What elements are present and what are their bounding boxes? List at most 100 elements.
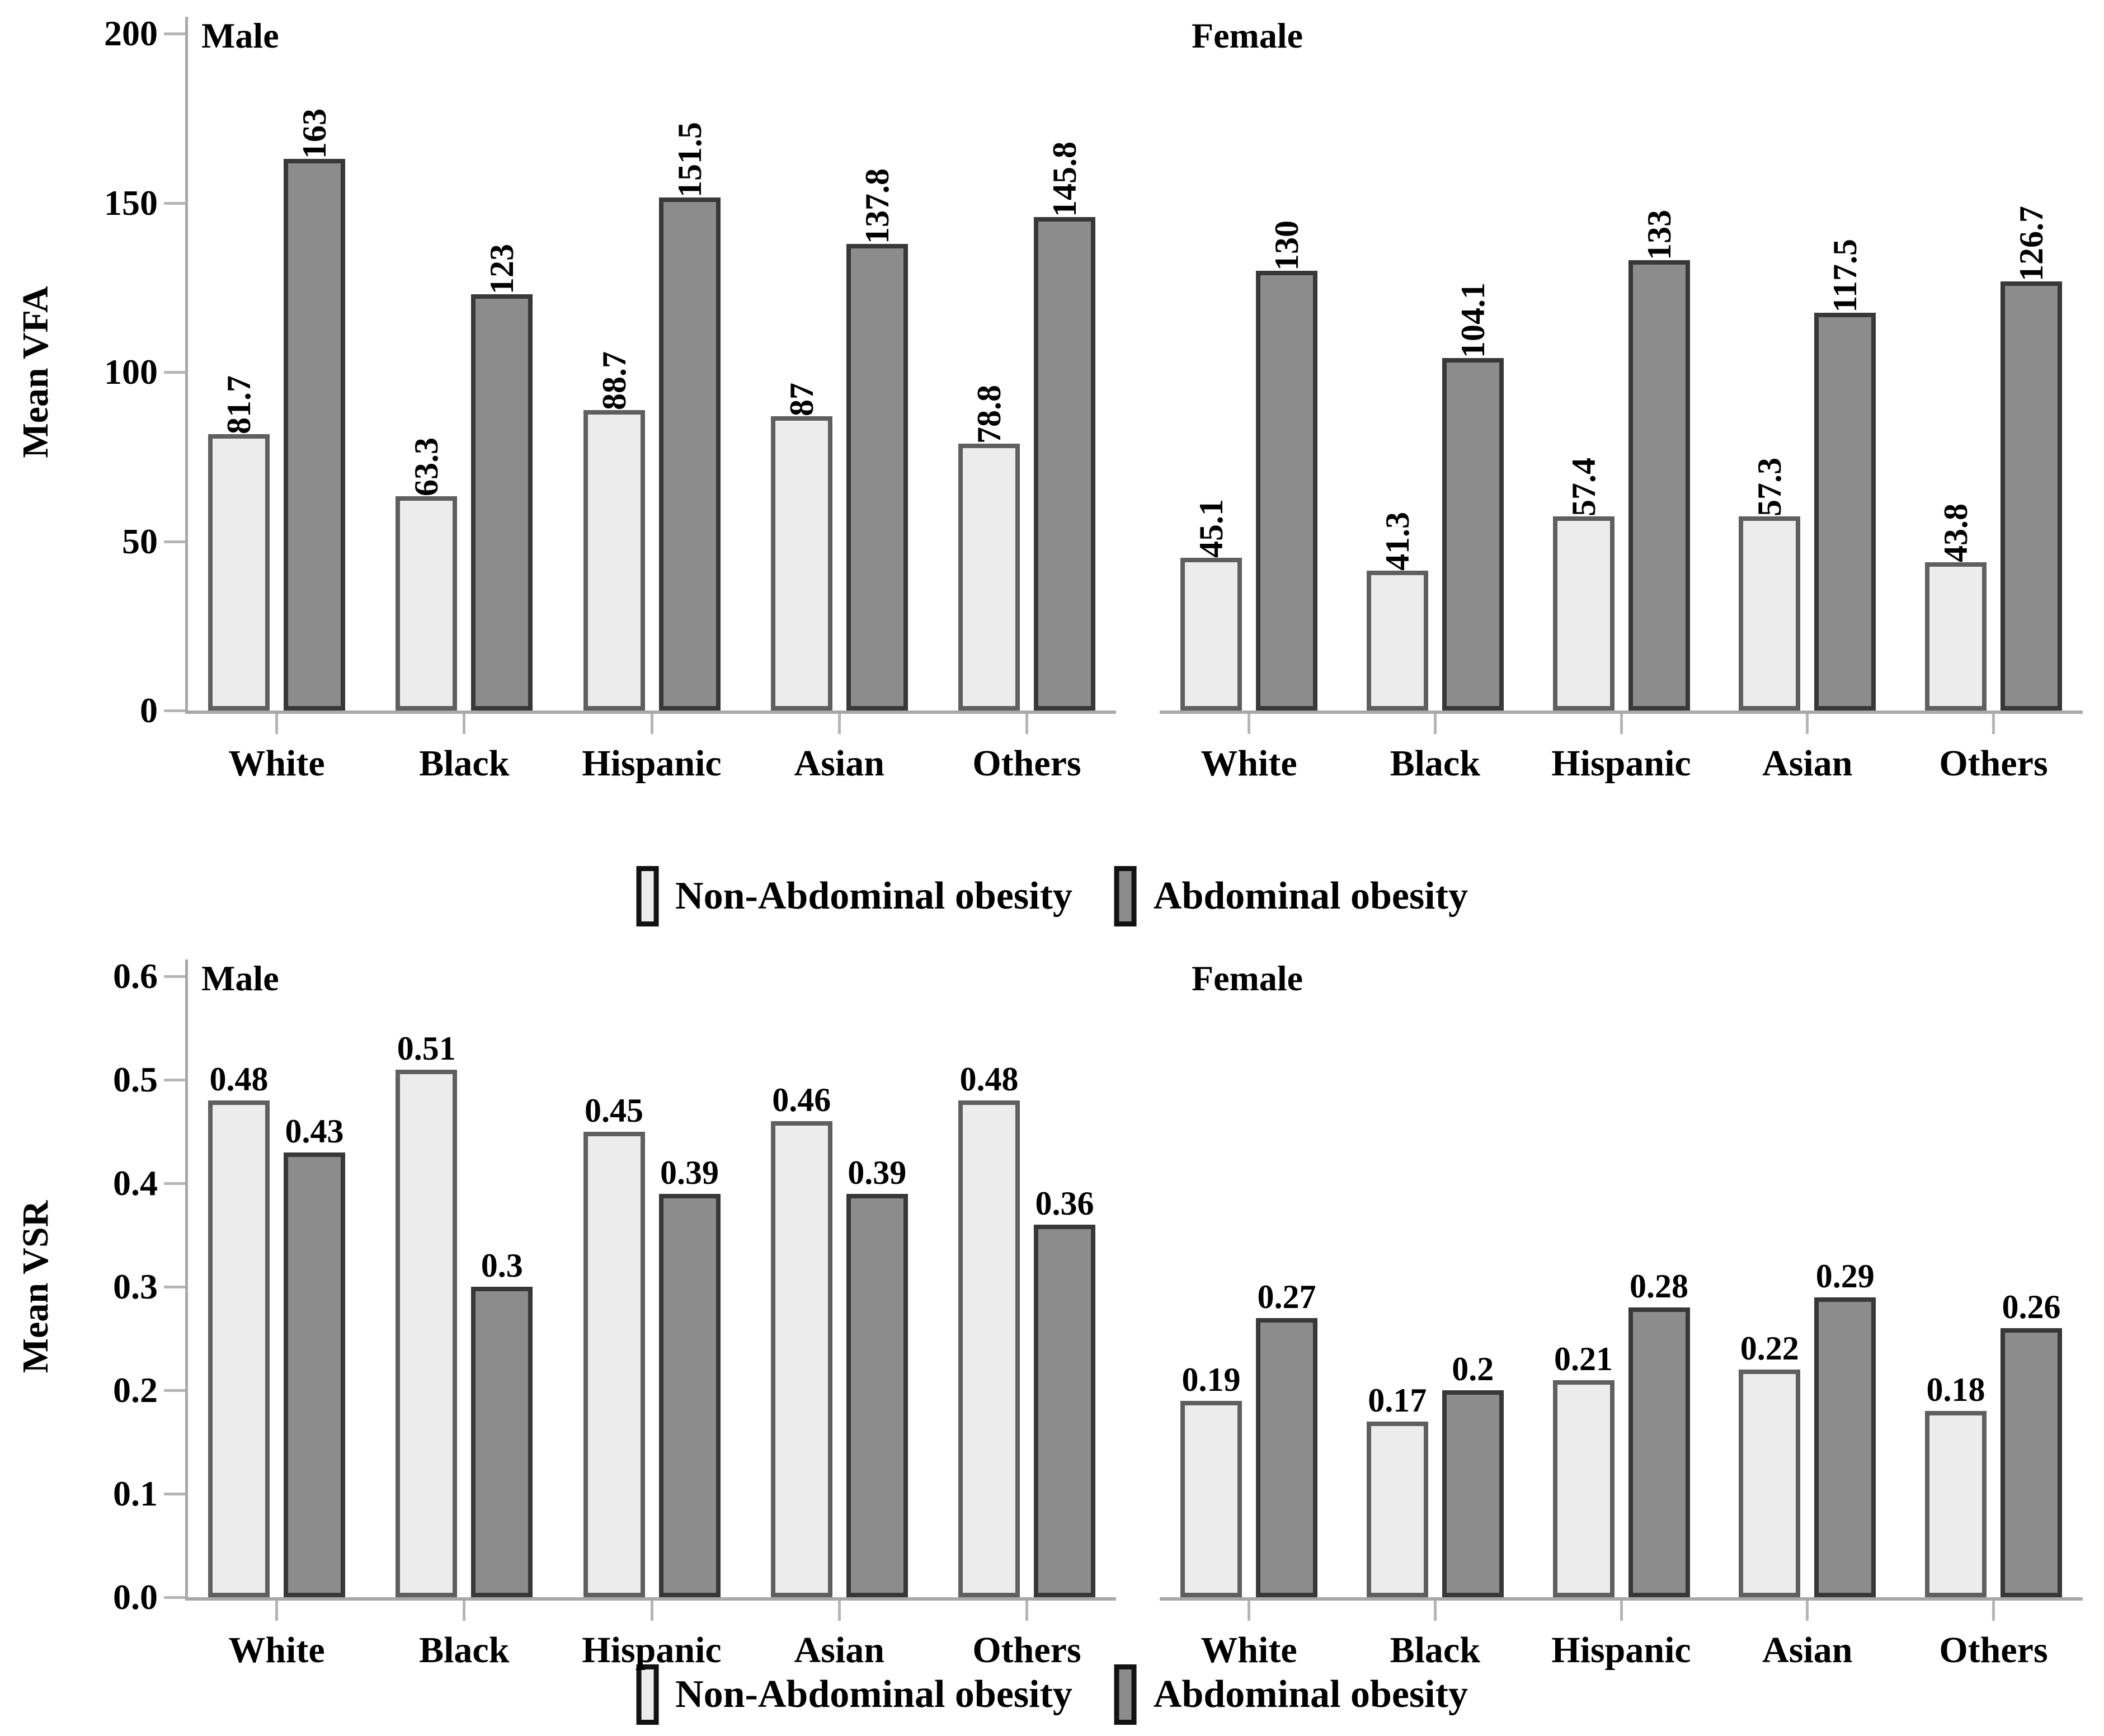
x-axis-label: Asian <box>1762 1630 1853 1671</box>
category-tick-mark <box>1248 714 1250 734</box>
x-axis-label: Hispanic <box>582 1630 722 1671</box>
y-tick-label: 200 <box>104 13 158 53</box>
y-tick-label: 0.2 <box>113 1370 158 1410</box>
bar-group: 88.7 151.5 <box>583 34 721 711</box>
bar-abdominal <box>658 197 721 711</box>
x-axis-slot: Hispanic <box>582 1601 722 1671</box>
legend-label: Non-Abdominal obesity <box>675 874 1072 918</box>
bar-value-label: 63.3 <box>408 437 445 497</box>
x-axis-label: White <box>1201 1630 1297 1671</box>
bar-non-abdominal <box>958 444 1020 711</box>
bar-value-label: 43.8 <box>1937 504 1974 563</box>
bar-non-abdominal <box>583 410 645 711</box>
bar-abdominal <box>2001 281 2062 711</box>
bar-cell: 163 <box>284 34 345 711</box>
bar-value-label: 0.48 <box>209 1061 269 1098</box>
x-axis-slot: White <box>208 714 345 782</box>
bar-abdominal <box>471 294 533 711</box>
x-axis-slot: Black <box>1367 714 1504 782</box>
bar-value-label: 123 <box>483 243 521 294</box>
bar-non-abdominal <box>770 416 832 711</box>
bar-cell: 126.7 <box>2001 34 2062 711</box>
bar-abdominal <box>471 1287 533 1597</box>
bar-group: 43.8 126.7 <box>1925 34 2062 711</box>
y-tick-mark <box>164 975 185 978</box>
panel-title: Male <box>201 958 279 998</box>
x-axis-labels-row: White Black Hispanic Asian Others <box>1160 1601 2083 1669</box>
y-tick-mark <box>164 1596 185 1599</box>
bar-cell: 57.4 <box>1552 34 1615 711</box>
category-tick-mark <box>837 1601 841 1621</box>
y-tick-label: 0.4 <box>113 1163 158 1203</box>
y-tick-mark <box>164 1493 185 1495</box>
y-tick-label: 0.6 <box>113 956 158 996</box>
x-axis-label: Asian <box>794 743 884 784</box>
x-axis-slot: Black <box>396 1601 533 1669</box>
y-tick-label: 0.0 <box>113 1577 158 1617</box>
x-axis-label: Others <box>972 743 1081 784</box>
y-axis-line <box>185 959 188 1597</box>
category-tick-mark <box>1992 1601 1995 1621</box>
bar-abdominal <box>1034 1225 1095 1597</box>
x-axis-slot: Asian <box>1739 714 1876 782</box>
x-axis-label: Black <box>1390 743 1480 784</box>
bar-abdominal <box>1442 358 1504 711</box>
category-tick-mark <box>1806 714 1809 734</box>
bar-value-label: 0.48 <box>959 1061 1019 1098</box>
y-tick-label: 0.5 <box>113 1060 158 1099</box>
bar-value-label: 81.7 <box>220 375 257 434</box>
bar-abdominal <box>1628 1307 1690 1597</box>
bar-value-label: 0.18 <box>1926 1371 1985 1408</box>
bar-abdominal <box>1628 260 1690 711</box>
y-tick-mark <box>164 371 185 374</box>
panel-plot-area: 45.1 130 41.3 104.1 57.4 133 57.3 117.5 43.8 126.… <box>1160 34 2083 711</box>
bar-group: 0.46 0.39 <box>770 976 908 1597</box>
bar-abdominal <box>1256 1318 1317 1597</box>
bar-cell: 63.3 <box>396 34 458 711</box>
bar-cell: 0.29 <box>1814 976 1876 1597</box>
bar-value-label: 130 <box>1268 220 1305 271</box>
bar-value-label: 0.27 <box>1257 1278 1316 1315</box>
bar-abdominal <box>284 1152 345 1597</box>
bar-value-label: 0.43 <box>285 1112 344 1150</box>
x-axis-label: Hispanic <box>1551 1630 1691 1671</box>
bar-value-label: 117.5 <box>1827 239 1864 313</box>
bar-abdominal <box>846 1193 908 1597</box>
bar-group: 0.19 0.27 <box>1180 976 1317 1597</box>
category-tick-mark <box>1025 1601 1028 1621</box>
bar-value-label: 0.36 <box>1035 1185 1094 1222</box>
bar-value-label: 0.19 <box>1182 1361 1241 1398</box>
category-tick-mark <box>650 714 653 734</box>
x-axis-labels-row: White Black Hispanic Asian Others <box>187 1601 1116 1669</box>
bar-cell: 104.1 <box>1442 34 1504 711</box>
bar-cell: 0.46 <box>770 976 832 1597</box>
x-axis-label: Asian <box>794 1630 884 1671</box>
bar-cell: 87 <box>770 34 832 711</box>
panel-title: Male <box>201 16 279 55</box>
panel-title: Female <box>1192 16 1303 55</box>
y-tick-label: 0.3 <box>113 1267 158 1306</box>
bar-cell: 0.45 <box>583 976 645 1597</box>
category-tick-mark <box>1992 714 1995 734</box>
bar-value-label: 0.46 <box>772 1081 831 1118</box>
bar-value-label: 0.2 <box>1452 1351 1494 1388</box>
category-tick-mark <box>463 1601 466 1621</box>
bar-cell: 0.17 <box>1366 976 1428 1597</box>
bar-abdominal <box>284 158 345 711</box>
x-axis-label: Others <box>1939 1630 2048 1671</box>
x-axis-slot: Hispanic <box>582 714 722 782</box>
category-tick-mark <box>1433 1601 1437 1621</box>
category-tick-mark <box>1806 1601 1809 1621</box>
bar-value-label: 0.3 <box>481 1247 523 1284</box>
bar-cell: 133 <box>1628 34 1690 711</box>
bar-group: 41.3 104.1 <box>1366 34 1504 711</box>
bar-cell: 0.43 <box>284 976 345 1597</box>
x-axis-slot: Asian <box>771 1601 908 1669</box>
bar-group: 63.3 123 <box>396 34 533 711</box>
y-tick-mark <box>164 1389 185 1392</box>
x-axis-slot: Black <box>1367 1601 1504 1669</box>
x-axis-line <box>1160 711 2083 714</box>
bar-value-label: 163 <box>296 108 333 159</box>
bar-cell: 0.18 <box>1925 976 1987 1597</box>
bar-cell: 0.28 <box>1628 976 1690 1597</box>
